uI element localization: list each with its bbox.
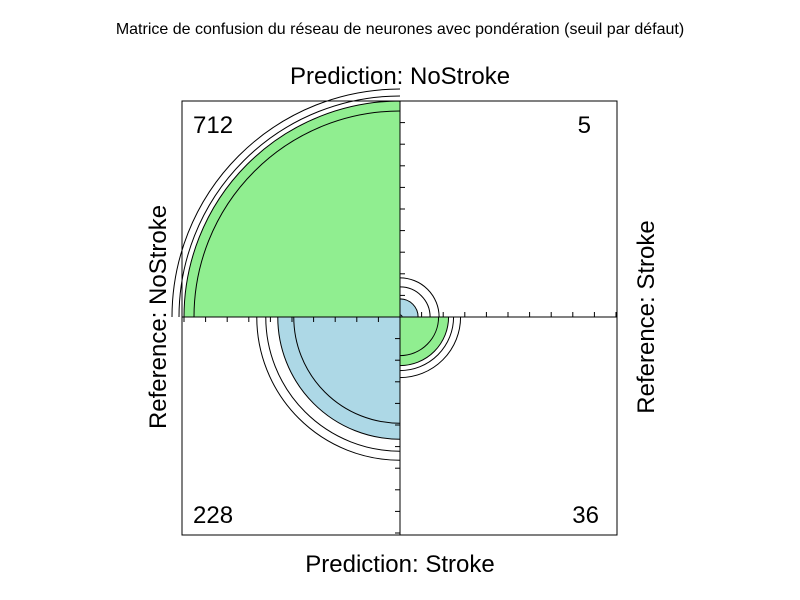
quadrant-bottom-left [277,316,401,440]
confidence-ring-bottom-right-2 [399,316,455,372]
confidence-ring-top-left-2 [178,95,401,318]
quadrant-top-left [183,100,401,318]
cell-count-top-left: 712 [193,112,233,139]
bottom-axis-label: Prediction: Stroke [305,551,494,578]
confidence-ring-bottom-left-3 [256,316,401,461]
confidence-ring-bottom-left-2 [265,316,401,452]
left-axis-label: Reference: NoStroke [145,205,172,429]
cell-count-bottom-right: 36 [572,502,599,529]
confidence-ring-bottom-right-3 [399,316,462,379]
chart-title: Matrice de confusion du réseau de neuron… [116,21,684,38]
confidence-ring-bottom-left-1 [293,316,401,424]
confidence-ring-top-right-2 [399,286,431,318]
confidence-ring-top-left-3 [171,88,401,318]
quadrant-top-right [399,298,419,318]
cell-count-top-right: 5 [578,112,591,139]
confidence-ring-top-left-1 [193,110,401,318]
right-axis-label: Reference: Stroke [633,220,660,413]
confidence-ring-bottom-right-1 [399,316,440,357]
quadrant-bottom-right [399,316,450,367]
confidence-ring-top-right-3 [399,277,440,318]
top-axis-label: Prediction: NoStroke [290,63,510,90]
confidence-ring-layer [171,88,462,461]
cell-count-bottom-left: 228 [193,502,233,529]
quadrant-layer [183,100,450,440]
